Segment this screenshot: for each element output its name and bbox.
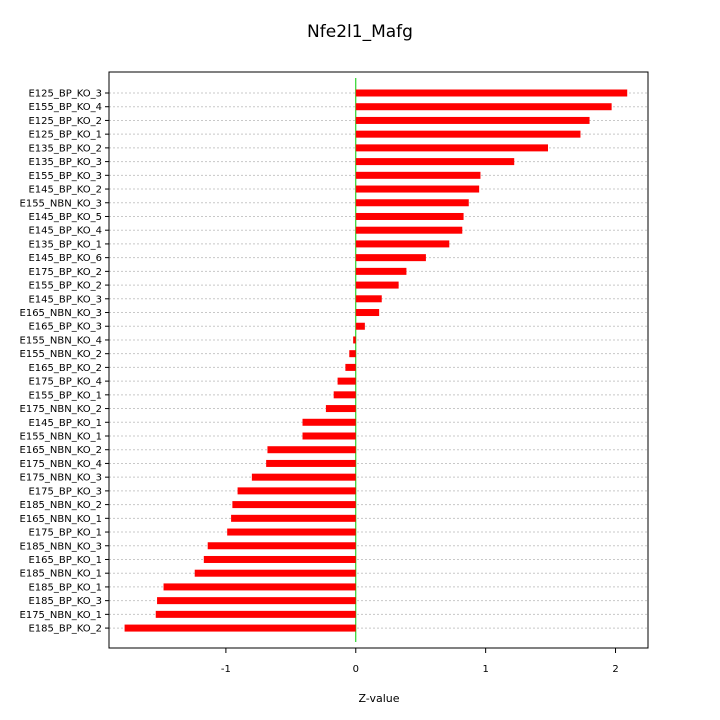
bar-E125_BP_KO_3: [355, 89, 628, 97]
y-tick-label: E165_BP_KO_1: [28, 555, 102, 566]
y-tick-label: E125_BP_KO_1: [28, 130, 102, 141]
y-tick-label: E185_BP_KO_1: [28, 582, 102, 593]
bar-E175_NBN_KO_3: [251, 473, 356, 481]
chart-title: Nfe2l1_Mafg: [307, 22, 413, 42]
y-tick-label: E175_NBN_KO_1: [20, 610, 102, 621]
x-tick-label: 0: [353, 664, 359, 675]
bar-E125_BP_KO_2: [355, 116, 590, 124]
bar-E155_NBN_KO_2: [349, 350, 356, 358]
y-tick-label: E155_NBN_KO_3: [20, 198, 102, 209]
bar-E185_BP_KO_2: [124, 624, 356, 632]
x-tick-label: 1: [482, 664, 488, 675]
y-tick-label: E175_BP_KO_3: [28, 486, 102, 497]
bar-E175_NBN_KO_2: [325, 405, 356, 413]
bar-E155_BP_KO_3: [355, 171, 481, 179]
bar-E185_NBN_KO_1: [194, 569, 356, 577]
y-tick-label: E175_NBN_KO_4: [20, 459, 102, 470]
bar-E155_BP_KO_1: [333, 391, 356, 399]
bar-E145_BP_KO_1: [302, 418, 356, 426]
bar-E145_BP_KO_4: [355, 226, 463, 234]
bar-E155_NBN_KO_1: [302, 432, 356, 440]
bar-E165_BP_KO_2: [345, 363, 356, 371]
y-tick-label: E185_NBN_KO_3: [20, 541, 102, 552]
y-tick-label: E165_NBN_KO_3: [20, 308, 102, 319]
bar-E145_BP_KO_6: [355, 254, 426, 262]
y-tick-label: E185_NBN_KO_2: [20, 500, 102, 511]
y-tick-label: E175_NBN_KO_2: [20, 404, 102, 415]
y-tick-label: E155_BP_KO_1: [28, 390, 102, 401]
bar-E165_NBN_KO_3: [355, 309, 380, 317]
y-tick-label: E135_BP_KO_3: [28, 157, 102, 168]
bar-E155_BP_KO_2: [355, 281, 399, 289]
bar-E185_BP_KO_1: [163, 583, 356, 591]
y-tick-label: E155_NBN_KO_2: [20, 349, 102, 360]
bar-E135_BP_KO_1: [355, 240, 450, 248]
bar-E175_BP_KO_3: [237, 487, 356, 495]
y-tick-label: E145_BP_KO_4: [28, 226, 102, 237]
plot-frame: [108, 71, 649, 649]
bar-E145_BP_KO_3: [355, 295, 382, 303]
y-tick-label: E125_BP_KO_3: [28, 89, 102, 100]
y-tick-label: E145_BP_KO_1: [28, 418, 102, 429]
bar-E175_BP_KO_2: [355, 267, 407, 275]
y-tick-label: E165_NBN_KO_1: [20, 514, 102, 525]
x-axis: -1 0 1 2: [221, 648, 619, 675]
bar-E175_NBN_KO_1: [155, 610, 356, 618]
y-tick-label: E155_NBN_KO_1: [20, 432, 102, 443]
y-tick-label: E165_BP_KO_2: [28, 363, 102, 374]
bar-E125_BP_KO_1: [355, 130, 581, 138]
y-tick-label: E155_BP_KO_2: [28, 281, 102, 292]
bar-E155_NBN_KO_3: [355, 199, 469, 207]
y-tick-label: E145_BP_KO_5: [28, 212, 102, 223]
bar-E165_BP_KO_3: [355, 322, 365, 330]
bar-E175_BP_KO_1: [227, 528, 356, 536]
bar-E165_NBN_KO_1: [231, 514, 356, 522]
y-tick-label: E145_BP_KO_3: [28, 294, 102, 305]
y-tick-label: E155_BP_KO_4: [28, 102, 102, 113]
bar-E165_BP_KO_1: [203, 555, 356, 563]
y-tick-labels: E125_BP_KO_3 E155_BP_KO_4 E125_BP_KO_2 E125…: [20, 89, 109, 635]
bar-E165_NBN_KO_2: [267, 446, 356, 454]
y-tick-label: E135_BP_KO_1: [28, 239, 102, 250]
y-tick-label: E175_BP_KO_4: [28, 377, 102, 388]
bar-E185_NBN_KO_3: [207, 542, 356, 550]
y-tick-label: E125_BP_KO_2: [28, 116, 102, 127]
bar-E135_BP_KO_3: [355, 158, 515, 166]
y-tick-label: E175_BP_KO_2: [28, 267, 102, 278]
x-tick-label: -1: [221, 664, 231, 675]
bar-E175_NBN_KO_4: [266, 459, 356, 467]
bar-E145_BP_KO_5: [355, 212, 464, 220]
y-tick-label: E155_BP_KO_3: [28, 171, 102, 182]
y-tick-label: E165_BP_KO_3: [28, 322, 102, 333]
y-tick-label: E145_BP_KO_6: [28, 253, 102, 264]
y-tick-label: E185_BP_KO_2: [28, 624, 102, 635]
y-tick-label: E155_NBN_KO_4: [20, 335, 102, 346]
bar-E185_BP_KO_3: [157, 597, 356, 605]
y-tick-label: E185_NBN_KO_1: [20, 569, 102, 580]
bar-E175_BP_KO_4: [337, 377, 356, 385]
y-tick-label: E175_BP_KO_1: [28, 528, 102, 539]
y-tick-label: E135_BP_KO_2: [28, 143, 102, 154]
bar-E155_BP_KO_4: [355, 103, 612, 111]
bars: [124, 89, 628, 632]
y-tick-label: E185_BP_KO_3: [28, 596, 102, 607]
bar-E145_BP_KO_2: [355, 185, 480, 193]
y-tick-label: E145_BP_KO_2: [28, 185, 102, 196]
bar-E135_BP_KO_2: [355, 144, 548, 152]
bar-E185_NBN_KO_2: [232, 501, 356, 509]
y-tick-label: E165_NBN_KO_2: [20, 445, 102, 456]
x-axis-label: Z-value: [358, 692, 400, 705]
y-tick-label: E175_NBN_KO_3: [20, 473, 102, 484]
x-tick-label: 2: [612, 664, 618, 675]
bar-E155_NBN_KO_4: [353, 336, 356, 344]
